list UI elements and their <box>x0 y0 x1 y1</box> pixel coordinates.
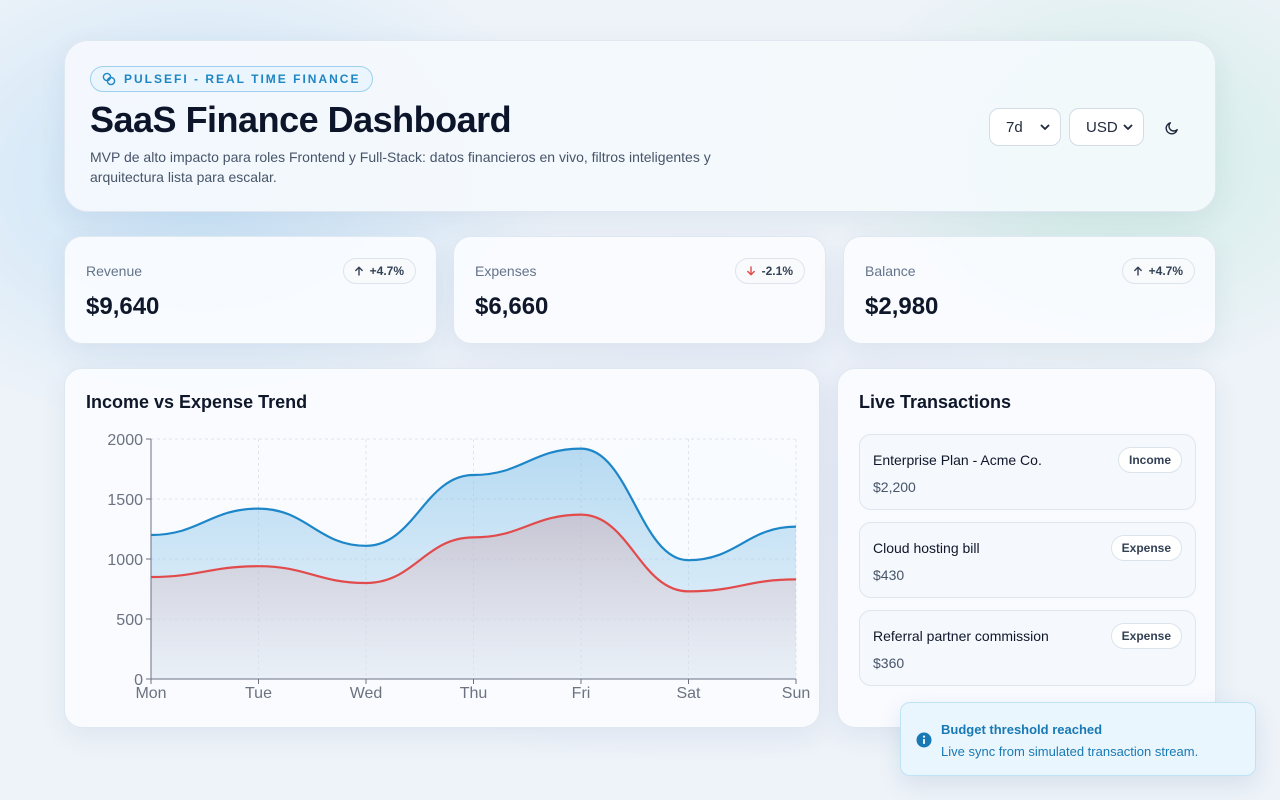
trend-chart-card: Income vs Expense Trend 0 500 1000 1500 2000… <box>64 368 820 728</box>
kpi-value: $2,980 <box>865 293 939 320</box>
transaction-name: Enterprise Plan - Acme Co. <box>873 452 1042 468</box>
trend-chart: 0 500 1000 1500 2000 Mon Tue Wed Thu Fri Sat Sun <box>107 432 810 702</box>
y-tick-label: 1500 <box>107 492 143 509</box>
y-tick-label: 2000 <box>107 432 143 449</box>
brand-pill: PULSEFI - REAL TIME FINANCE <box>90 66 374 92</box>
delta-badge: +4.7% <box>1121 258 1195 284</box>
kpi-label: Expenses <box>475 263 537 279</box>
transaction-item[interactable]: Enterprise Plan - Acme Co. Income $2,200 <box>859 434 1196 510</box>
x-tick-label: Wed <box>350 685 383 702</box>
delta-badge: +4.7% <box>342 258 416 284</box>
transaction-type-badge: Income <box>1117 447 1182 473</box>
kpi-label: Revenue <box>86 263 143 279</box>
info-icon <box>916 732 932 748</box>
moon-icon <box>1165 122 1178 135</box>
transaction-item[interactable]: Cloud hosting bill Expense $430 <box>859 522 1196 598</box>
budget-toast[interactable]: Budget threshold reached Live sync from … <box>900 702 1256 776</box>
x-tick-label: Fri <box>572 685 591 702</box>
brand-label: PULSEFI - REAL TIME FINANCE <box>124 72 361 86</box>
transaction-amount: $2,200 <box>873 479 916 495</box>
kpi-card-balance: Balance +4.7% $2,980 <box>843 236 1216 344</box>
transaction-name: Referral partner commission <box>873 628 1049 644</box>
delta-value: -2.1% <box>761 264 793 278</box>
page-subtitle: MVP de alto impacto para roles Frontend … <box>90 149 711 185</box>
transactions-card: Live Transactions Enterprise Plan - Acme… <box>837 368 1216 728</box>
arrow-up-icon <box>354 266 363 276</box>
link-icon <box>102 72 116 86</box>
kpi-card-revenue: Revenue +4.7% $9,640 <box>64 236 437 344</box>
arrow-up-icon <box>1133 266 1142 276</box>
dashboard-header: PULSEFI - REAL TIME FINANCE SaaS Finance… <box>64 40 1216 212</box>
transaction-amount: $430 <box>873 567 905 583</box>
transaction-amount: $360 <box>873 655 905 671</box>
page-title: SaaS Finance Dashboard <box>90 99 512 140</box>
area-expense <box>151 514 796 679</box>
transaction-name: Cloud hosting bill <box>873 540 980 556</box>
toast-message: Live sync from simulated transaction str… <box>941 744 1199 759</box>
line-income <box>150 447 797 562</box>
chevron-down-icon <box>1040 124 1050 130</box>
x-tick-label: Sun <box>782 685 810 702</box>
arrow-down-icon <box>746 266 755 276</box>
currency-select-value: USD <box>1086 118 1118 136</box>
x-tick-label: Thu <box>460 685 488 702</box>
transaction-item[interactable]: Referral partner commission Expense $360 <box>859 610 1196 686</box>
toast-title: Budget threshold reached <box>941 722 1103 737</box>
kpi-value: $9,640 <box>86 293 160 320</box>
chevron-down-icon <box>1123 124 1133 130</box>
transaction-type-badge: Expense <box>1110 623 1182 649</box>
transactions-title: Live Transactions <box>859 392 1012 412</box>
delta-value: +4.7% <box>369 264 404 278</box>
y-tick-label: 0 <box>134 672 143 689</box>
transaction-type-badge: Expense <box>1110 535 1182 561</box>
y-tick-label: 500 <box>116 612 143 629</box>
delta-badge: -2.1% <box>734 258 805 284</box>
kpi-label: Balance <box>865 263 916 279</box>
x-tick-label: Tue <box>245 685 272 702</box>
x-tick-label: Mon <box>135 685 166 702</box>
theme-toggle-button[interactable] <box>1159 115 1185 141</box>
chart-title: Income vs Expense Trend <box>86 392 308 412</box>
range-select[interactable]: 7d <box>989 108 1061 146</box>
x-tick-label: Sat <box>676 685 701 702</box>
currency-select[interactable]: USD <box>1069 108 1144 146</box>
delta-value: +4.7% <box>1148 264 1183 278</box>
range-select-value: 7d <box>1006 118 1023 136</box>
kpi-value: $6,660 <box>475 293 549 320</box>
kpi-card-expenses: Expenses -2.1% $6,660 <box>453 236 826 344</box>
y-tick-label: 1000 <box>107 552 143 569</box>
line-expense <box>150 513 797 593</box>
